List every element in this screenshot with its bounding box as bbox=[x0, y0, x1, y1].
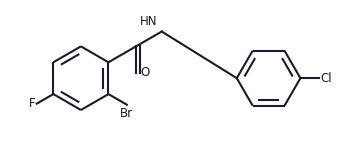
Text: O: O bbox=[140, 66, 150, 79]
Text: HN: HN bbox=[140, 15, 158, 28]
Text: Br: Br bbox=[120, 107, 134, 120]
Text: Cl: Cl bbox=[320, 72, 332, 85]
Text: F: F bbox=[29, 97, 36, 110]
